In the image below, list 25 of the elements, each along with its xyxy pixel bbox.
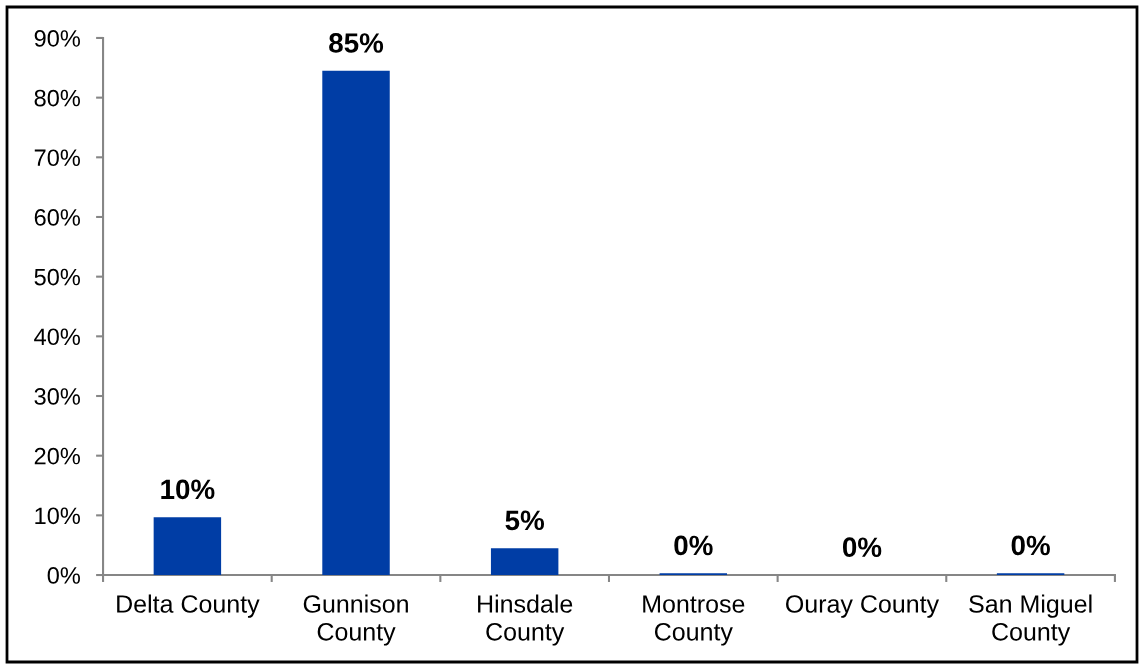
x-tick-label: San Miguel County [969,594,1092,646]
bar [490,548,559,576]
y-tick-label: 0% [47,567,80,584]
y-tick-label: 70% [34,149,80,167]
data-label: 10% [161,479,215,500]
bar [153,517,222,576]
y-tick-label: 40% [34,328,80,346]
y-tick-label: 80% [34,89,80,107]
y-tick-label: 10% [35,507,80,525]
data-label: 85% [329,33,384,53]
x-tick-label: Montrose County [643,595,745,646]
y-tick-label: 30% [34,388,80,405]
x-tick-label: Hinsdale County [478,594,573,646]
x-tick-label: Gunnison County [303,594,408,646]
y-tick-label: 50% [34,268,80,286]
y-tick-label: 90% [34,30,80,47]
data-label: 0% [842,537,882,558]
y-tick-label: 20% [34,447,80,465]
data-label: 0% [674,535,713,556]
y-tick-label: 60% [34,209,80,226]
data-label: 0% [1011,535,1050,556]
bar [322,70,390,576]
x-tick-label: Ouray County [786,595,940,618]
x-tick-label: Delta County [117,594,260,618]
data-label: 5% [505,510,545,531]
